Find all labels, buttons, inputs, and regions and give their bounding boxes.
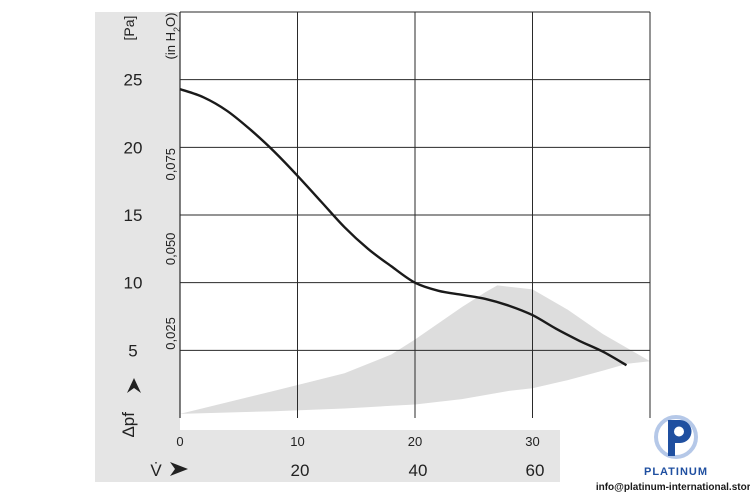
y-secondary-tick-label: 0,050 [163,233,178,266]
y-tick-label: 5 [128,341,137,360]
y-secondary-tick-label: 0,075 [163,148,178,181]
watermark-brand: PLATINUM [644,466,708,478]
y-secondary-tick-label: 0,025 [163,317,178,350]
pressure-curve [179,87,628,367]
platinum-logo [654,415,698,459]
logo-p-icon [668,420,692,456]
y-tick-label: 25 [124,71,143,90]
y-axis-label: Δpf [119,412,138,438]
watermark-email: info@platinum-international.store [596,482,750,493]
y-axis-secondary-unit: (in H2O) [163,13,182,60]
y-tick-label: 20 [124,138,143,157]
x-tick-label: 20 [408,434,422,449]
y-axis-panel [95,12,180,482]
x-secondary-tick-label: 60 [526,461,545,480]
y-tick-label: 10 [124,274,143,293]
x-secondary-tick-label: 40 [409,461,428,480]
x-axis-secondary-panel [95,430,560,482]
x-tick-label: 10 [290,434,304,449]
logo-p-hole [674,426,684,437]
x-axis-secondary-label: V̇ [150,461,162,480]
x-tick-label: 0 [176,434,183,449]
y-axis-unit: [Pa] [121,16,137,41]
x-secondary-tick-label: 20 [291,461,310,480]
x-tick-label: 30 [525,434,539,449]
y-tick-label: 15 [124,206,143,225]
x-axis-arrow-icon [170,462,188,476]
y-axis-arrow-icon [127,378,141,393]
logo-ring-icon [654,415,698,459]
